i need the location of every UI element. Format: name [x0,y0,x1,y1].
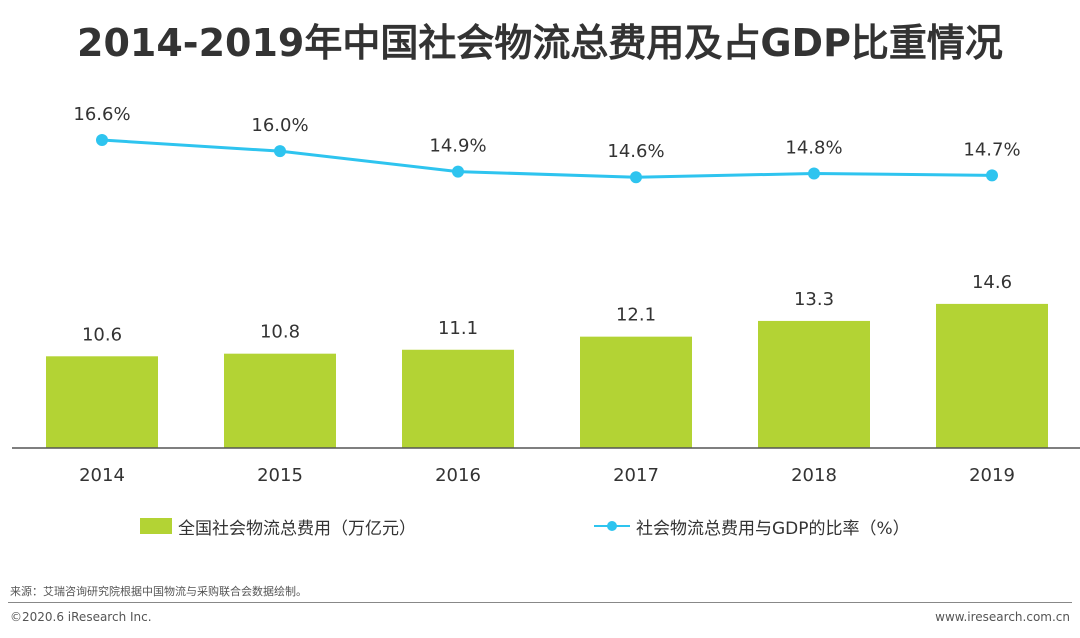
legend-line-label: 社会物流总费用与GDP的比率（%） [636,518,910,539]
bar-value-label-2014: 10.6 [82,324,122,345]
line-point-2019 [986,169,998,182]
bar-2019 [936,303,1048,448]
line-point-2018 [808,167,820,180]
line-value-label-2019: 14.7% [963,139,1020,160]
ratio-line [101,138,993,179]
bar-2014 [46,356,158,448]
x-tick-label-2018: 2018 [791,465,837,486]
legend-bar-swatch [140,518,172,534]
line-point-2016 [452,165,464,178]
legend-line-swatch [594,518,630,534]
bar-2017 [580,336,692,448]
x-tick-label-2015: 2015 [257,465,303,486]
legend-bar-label: 全国社会物流总费用（万亿元） [178,518,416,539]
line-point-2017 [630,171,642,184]
copyright-text: ©2020.6 iResearch Inc. [10,610,152,624]
x-tick-label-2017: 2017 [613,465,659,486]
bars-layer [46,303,1048,448]
x-tick-label-2016: 2016 [435,465,481,486]
x-tick-label-2019: 2019 [969,465,1015,486]
legend-line: 社会物流总费用与GDP的比率（%） [594,512,910,540]
line-point-2014 [96,134,108,146]
bar-value-label-2017: 12.1 [616,305,656,326]
website-text: www.iresearch.com.cn [935,610,1070,624]
bar-value-label-2019: 14.6 [972,272,1012,293]
line-layer [96,134,998,184]
line-value-label-2017: 14.6% [607,141,664,162]
line-value-label-2015: 16.0% [251,115,308,136]
bar-2018 [758,320,870,448]
bar-2016 [402,349,514,448]
footer-divider [8,602,1072,603]
line-value-label-2016: 14.9% [429,136,486,157]
bar-value-label-2016: 11.1 [438,318,478,339]
legend-bar: 全国社会物流总费用（万亿元） [140,512,416,540]
source-note: 来源：艾瑞咨询研究院根据中国物流与采购联合会数据绘制。 [10,585,307,598]
line-point-2015 [274,145,286,158]
x-tick-label-2014: 2014 [79,465,125,486]
line-value-label-2018: 14.8% [785,137,842,158]
bar-value-label-2018: 13.3 [794,289,834,310]
bar-value-label-2015: 10.8 [260,322,300,343]
bar-2015 [224,353,336,448]
labels-layer: 10.6 2014 16.6% 10.8 2015 16.0% 11.1 2016 14.9% 1… [73,104,1020,486]
chart-title: 2014-2019年中国社会物流总费用及占GDP比重情况 [77,21,1003,65]
line-value-label-2014: 16.6% [73,104,130,125]
